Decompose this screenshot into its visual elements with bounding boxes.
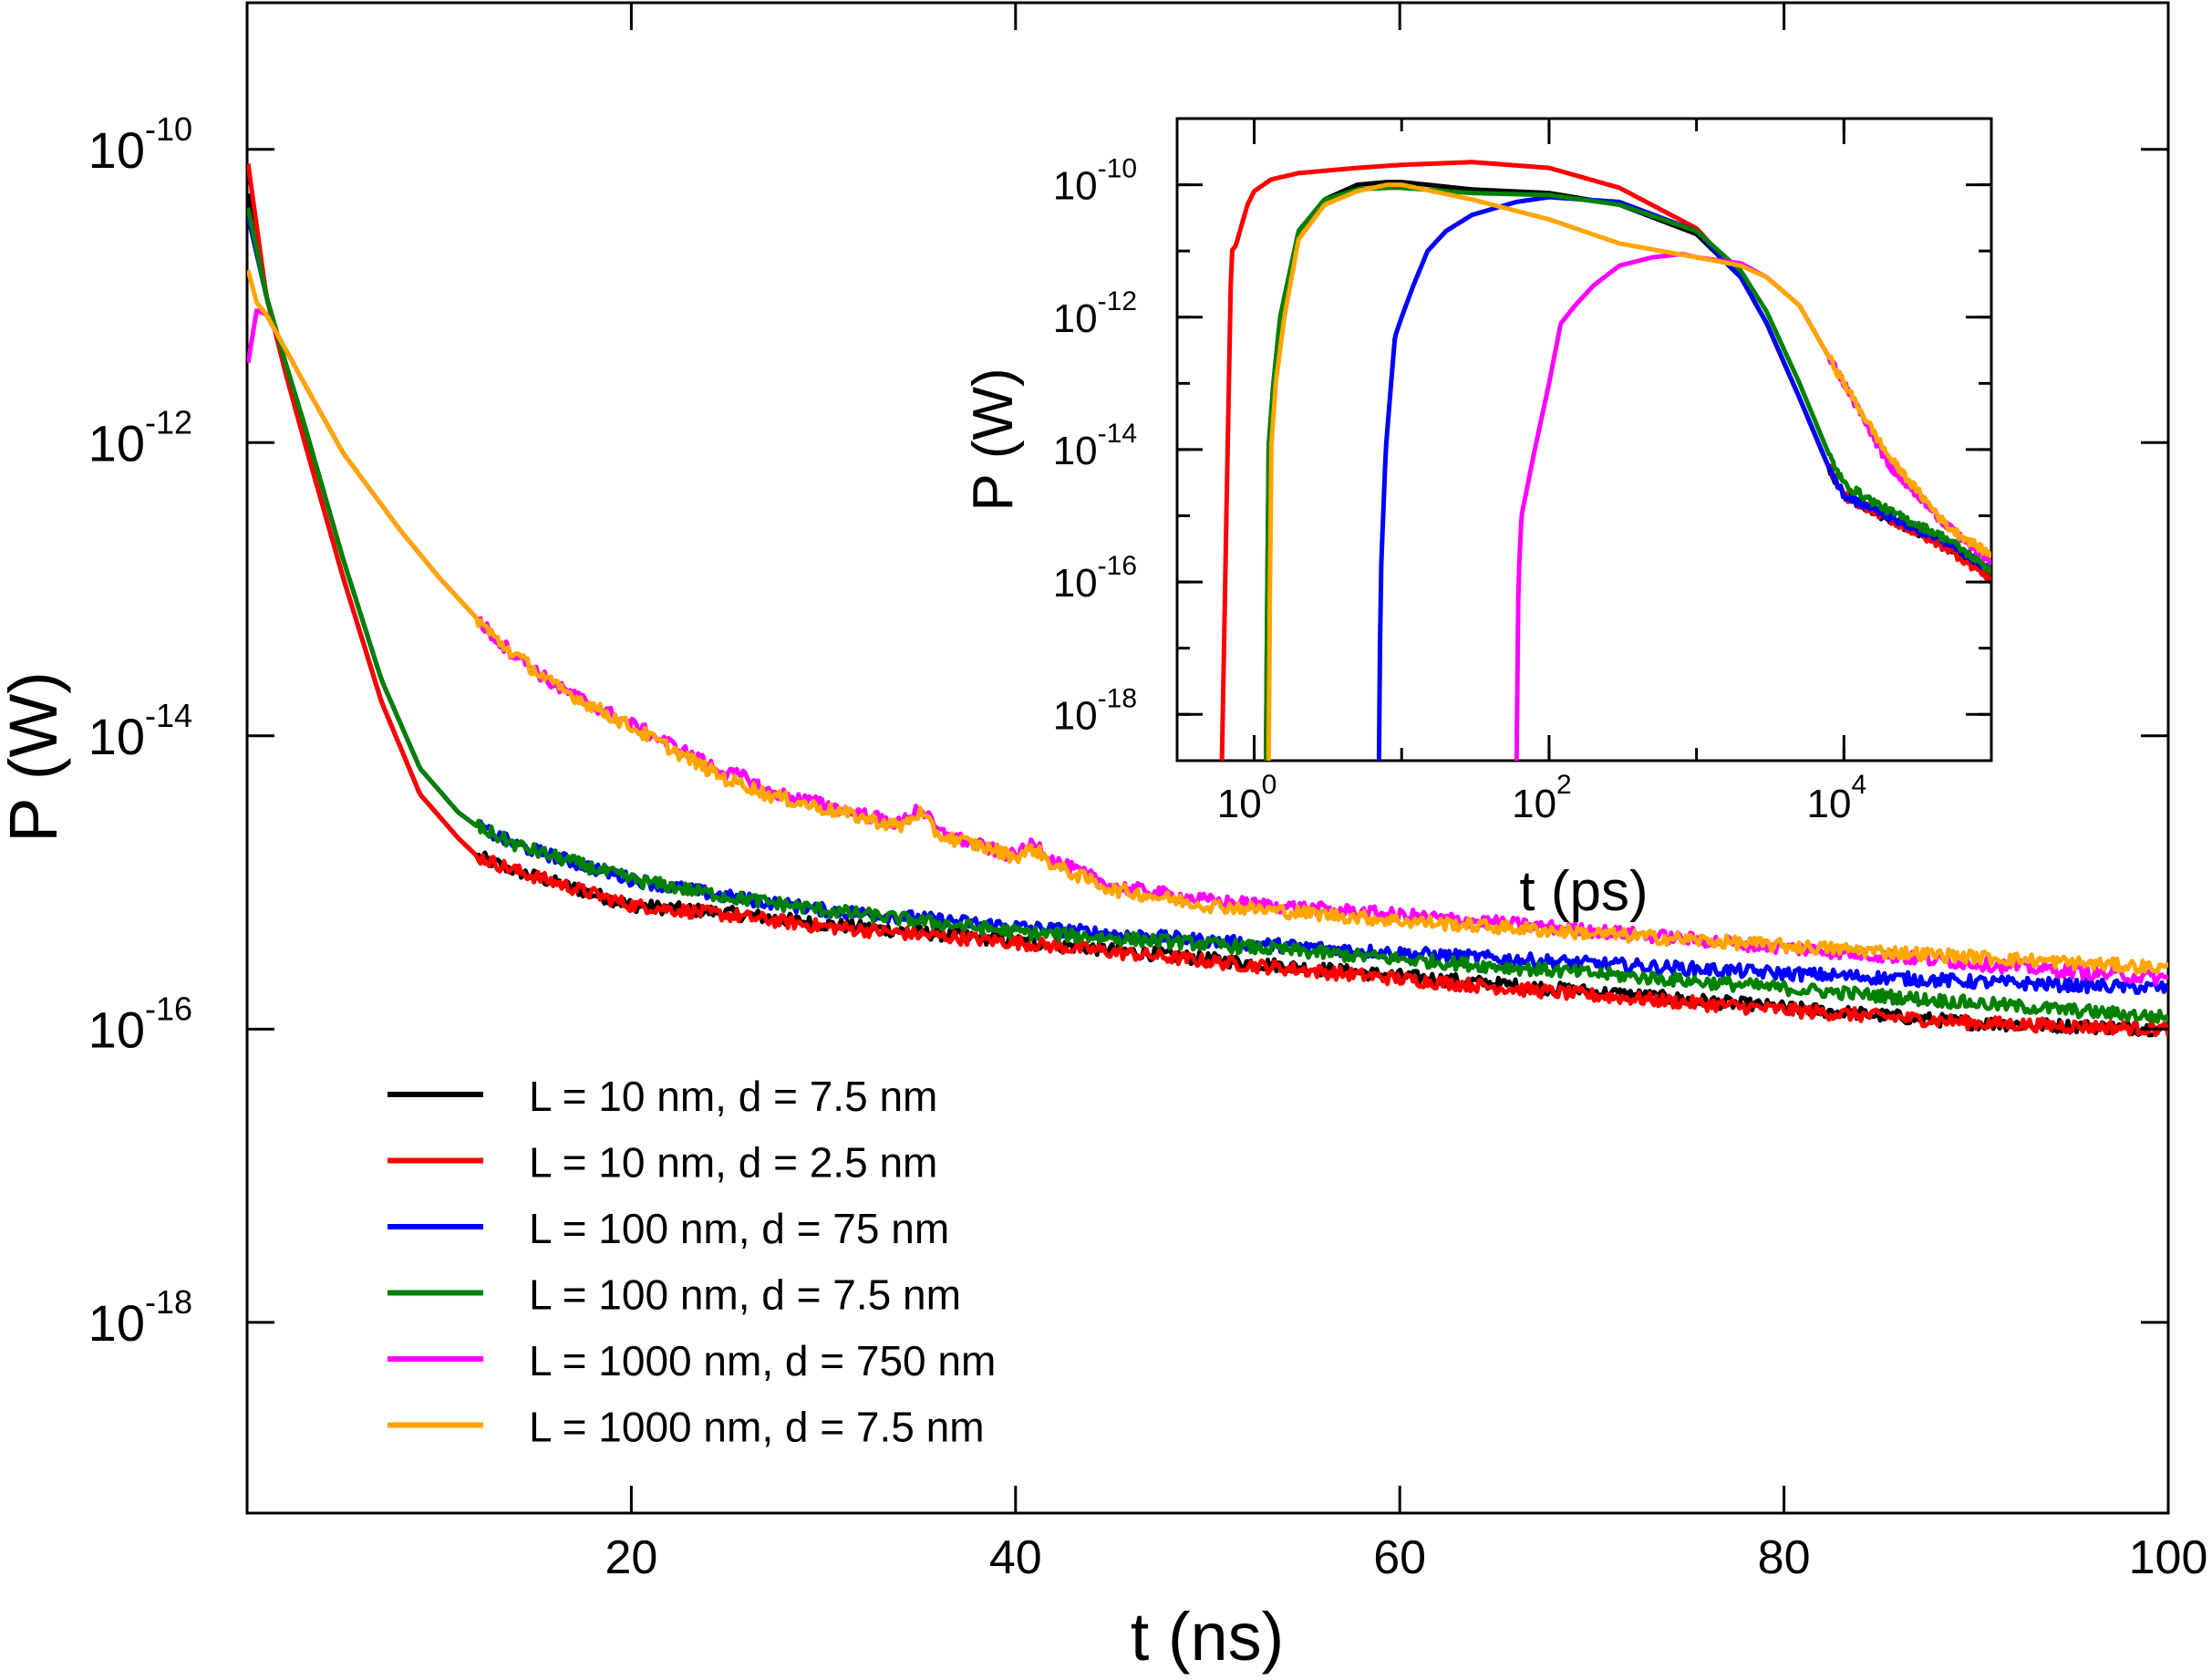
legend-label: L = 100 nm, d = 7.5 nm — [529, 1271, 961, 1319]
main-x-tick-label: 40 — [989, 1531, 1042, 1584]
main-series-line — [247, 207, 2168, 1024]
main-x-tick-label: 100 — [2129, 1531, 2208, 1584]
main-y-tick-label: 10-14 — [88, 697, 192, 765]
main-x-tick-label: 60 — [1373, 1531, 1426, 1584]
inset-x-axis-label: t (ps) — [1519, 860, 1648, 923]
main-series-line — [247, 162, 2168, 1037]
inset-series-group — [1219, 160, 1991, 761]
main-series-line — [247, 269, 2168, 976]
main-x-tick-label: 20 — [605, 1531, 657, 1584]
legend-label: L = 10 nm, d = 2.5 nm — [529, 1139, 937, 1187]
legend-label: L = 1000 nm, d = 7.5 nm — [529, 1404, 985, 1451]
main-x-axis-label: t (ns) — [1131, 1599, 1285, 1675]
inset-plot-frame — [1175, 117, 1993, 762]
main-y-tick-label: 10-12 — [88, 403, 192, 472]
inset-series-line — [1263, 185, 1991, 761]
legend-label: L = 1000 nm, d = 750 nm — [529, 1337, 996, 1384]
inset-y-axis-label: P (W) — [962, 368, 1025, 511]
inset-series-line — [1266, 182, 1991, 761]
legend-label: L = 100 nm, d = 75 nm — [529, 1205, 949, 1252]
main-y-axis-label: P (W) — [0, 671, 71, 843]
main-axes-group: 20 40 60 80 100 10-10 10-12 10-14 10-16 10-18 — [88, 3, 2208, 1584]
main-series-group — [247, 162, 2168, 1038]
main-x-tick-label: 80 — [1758, 1531, 1811, 1584]
legend-label: L = 10 nm, d = 7.5 nm — [529, 1073, 937, 1120]
main-y-tick-label: 10-10 — [88, 110, 192, 179]
main-y-tick-label: 10-16 — [88, 990, 192, 1058]
main-y-tick-label: 10-18 — [88, 1283, 192, 1352]
legend: L = 10 nm, d = 7.5 nm L = 10 nm, d = 2.5 … — [388, 1073, 996, 1451]
